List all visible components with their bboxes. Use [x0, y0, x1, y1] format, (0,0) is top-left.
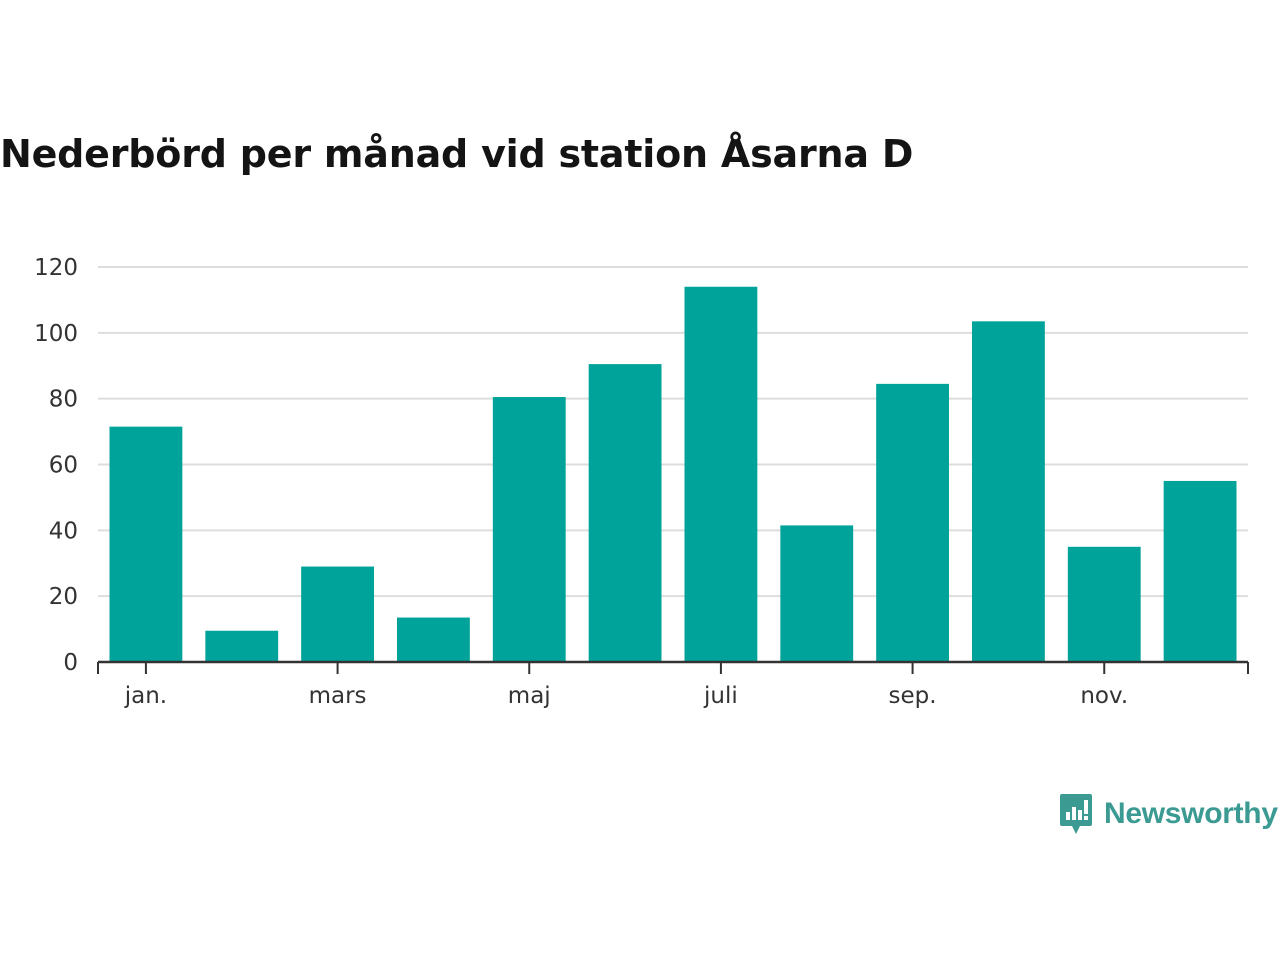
x-tick-label: mars: [309, 683, 367, 709]
bar-mars: [301, 566, 374, 662]
bar-sep: [876, 383, 949, 662]
y-tick-label: 120: [34, 255, 78, 281]
chart-title: Nederbörd per månad vid station Åsarna D: [0, 132, 914, 176]
newsworthy-logo: Newsworthy: [1058, 790, 1278, 838]
y-tick-label: 60: [49, 453, 78, 479]
x-tick-label: sep.: [889, 683, 937, 709]
y-tick-label: 80: [49, 387, 78, 413]
y-tick-label: 20: [49, 584, 78, 610]
y-tick-label: 0: [63, 650, 78, 676]
bars: [109, 286, 1237, 662]
bar-nov: [1067, 546, 1141, 662]
x-axis: jan. mars maj juli sep. nov.: [97, 660, 1249, 709]
bar-feb: [205, 630, 279, 662]
y-axis-ticks: 0 20 40 60 80 100 120: [34, 255, 78, 676]
x-tick-label: nov.: [1080, 683, 1128, 709]
bar-dec: [1163, 480, 1237, 662]
bar-maj: [492, 397, 566, 662]
bar-aug: [780, 525, 854, 662]
bar-juni: [588, 364, 662, 662]
bar-chart: 0 20 40 60 80 100 120 jan. mars maj juli sep. nov.: [34, 255, 1249, 709]
x-tick-label: juli: [703, 683, 738, 709]
bar-jan: [109, 426, 183, 662]
x-tick-label: jan.: [124, 683, 167, 709]
bar-okt: [972, 321, 1045, 662]
grid-lines: [98, 266, 1248, 598]
y-tick-label: 100: [34, 321, 78, 347]
bar-apr: [397, 617, 470, 662]
brand-name: Newsworthy: [1104, 797, 1278, 830]
y-tick-label: 40: [49, 518, 78, 544]
newsworthy-icon: [1060, 794, 1092, 834]
bar-juli: [684, 286, 758, 662]
x-tick-label: maj: [508, 683, 551, 709]
